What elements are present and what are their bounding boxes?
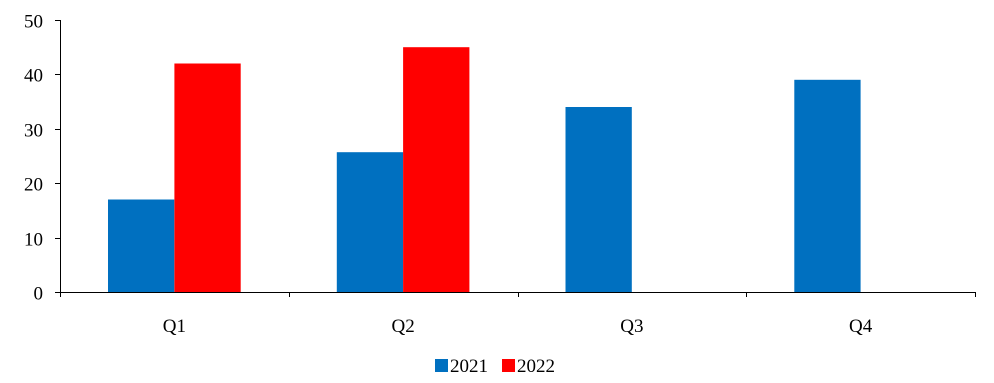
bar-2022-Q1 <box>174 63 241 292</box>
bar-2021-Q3 <box>565 107 632 292</box>
legend-label: 2022 <box>517 356 555 377</box>
bar-2022-Q2 <box>403 47 470 293</box>
y-tick-label: 40 <box>24 66 43 87</box>
legend-swatch <box>435 359 448 372</box>
y-tick-label: 50 <box>24 12 43 33</box>
bar-2021-Q2 <box>336 152 404 292</box>
x-axis: Q1 Q2 Q3 Q4 <box>60 292 976 337</box>
bar-2021-Q4 <box>794 79 861 292</box>
bars <box>108 47 861 293</box>
bar-2021-Q1 <box>108 199 175 292</box>
y-tick-label: 20 <box>24 175 43 196</box>
legend-swatch <box>502 359 515 372</box>
x-tick-label: Q1 <box>163 316 186 337</box>
legend-label: 2021 <box>450 356 488 377</box>
y-tick-label: 10 <box>24 230 43 251</box>
x-tick-label: Q2 <box>392 316 415 337</box>
y-tick-label: 30 <box>24 121 43 142</box>
y-tick-label: 0 <box>34 284 44 305</box>
legend: 2021 2022 <box>435 356 555 377</box>
legend-item-2021: 2021 <box>435 356 488 377</box>
x-tick-label: Q3 <box>620 316 643 337</box>
legend-item-2022: 2022 <box>502 356 555 377</box>
x-tick-label: Q4 <box>849 316 873 337</box>
y-axis: 0 10 20 30 40 50 <box>24 12 61 305</box>
